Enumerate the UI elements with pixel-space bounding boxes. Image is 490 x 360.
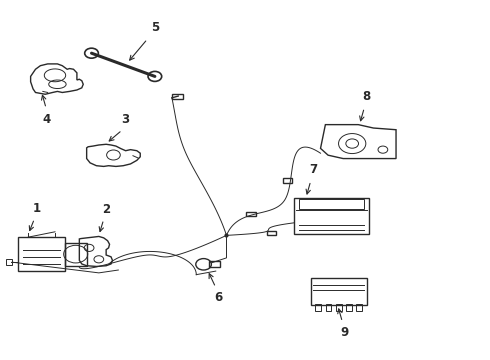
Bar: [325, 304, 331, 311]
Text: 8: 8: [363, 90, 371, 103]
Bar: [346, 304, 352, 311]
Bar: [311, 278, 367, 305]
Text: 6: 6: [214, 291, 222, 304]
Bar: [6, 259, 12, 265]
Text: 3: 3: [122, 113, 130, 126]
Bar: [357, 304, 362, 311]
Text: 2: 2: [102, 203, 110, 216]
Text: 9: 9: [341, 326, 349, 339]
Bar: [336, 304, 342, 311]
Text: 1: 1: [32, 202, 41, 215]
Text: 7: 7: [309, 163, 317, 176]
Bar: [294, 198, 369, 234]
Bar: [298, 199, 365, 209]
Text: 4: 4: [42, 113, 50, 126]
Bar: [65, 243, 87, 266]
Bar: [315, 304, 321, 311]
Text: 5: 5: [151, 21, 159, 33]
Bar: [19, 237, 65, 271]
Bar: [209, 261, 220, 267]
